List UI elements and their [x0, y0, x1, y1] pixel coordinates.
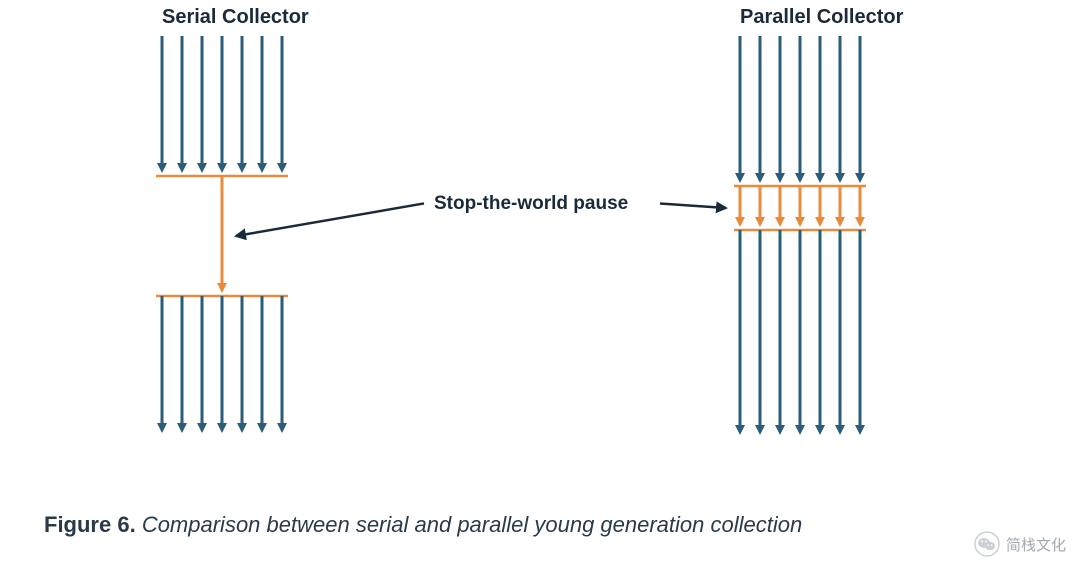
watermark-text: 简栈文化	[1006, 534, 1066, 555]
stop-the-world-label: Stop-the-world pause	[434, 193, 628, 215]
wechat-icon	[974, 531, 1000, 557]
figure-caption: Figure 6. Comparison between serial and …	[44, 512, 802, 538]
serial-title: Serial Collector	[162, 6, 309, 29]
diagram-svg	[0, 0, 1080, 563]
figure-text: Comparison between serial and parallel y…	[142, 512, 802, 537]
figure-prefix: Figure 6.	[44, 512, 136, 537]
diagram-canvas: Serial Collector Parallel Collector Stop…	[0, 0, 1080, 563]
watermark: 简栈文化	[974, 531, 1066, 557]
parallel-title: Parallel Collector	[740, 6, 903, 29]
